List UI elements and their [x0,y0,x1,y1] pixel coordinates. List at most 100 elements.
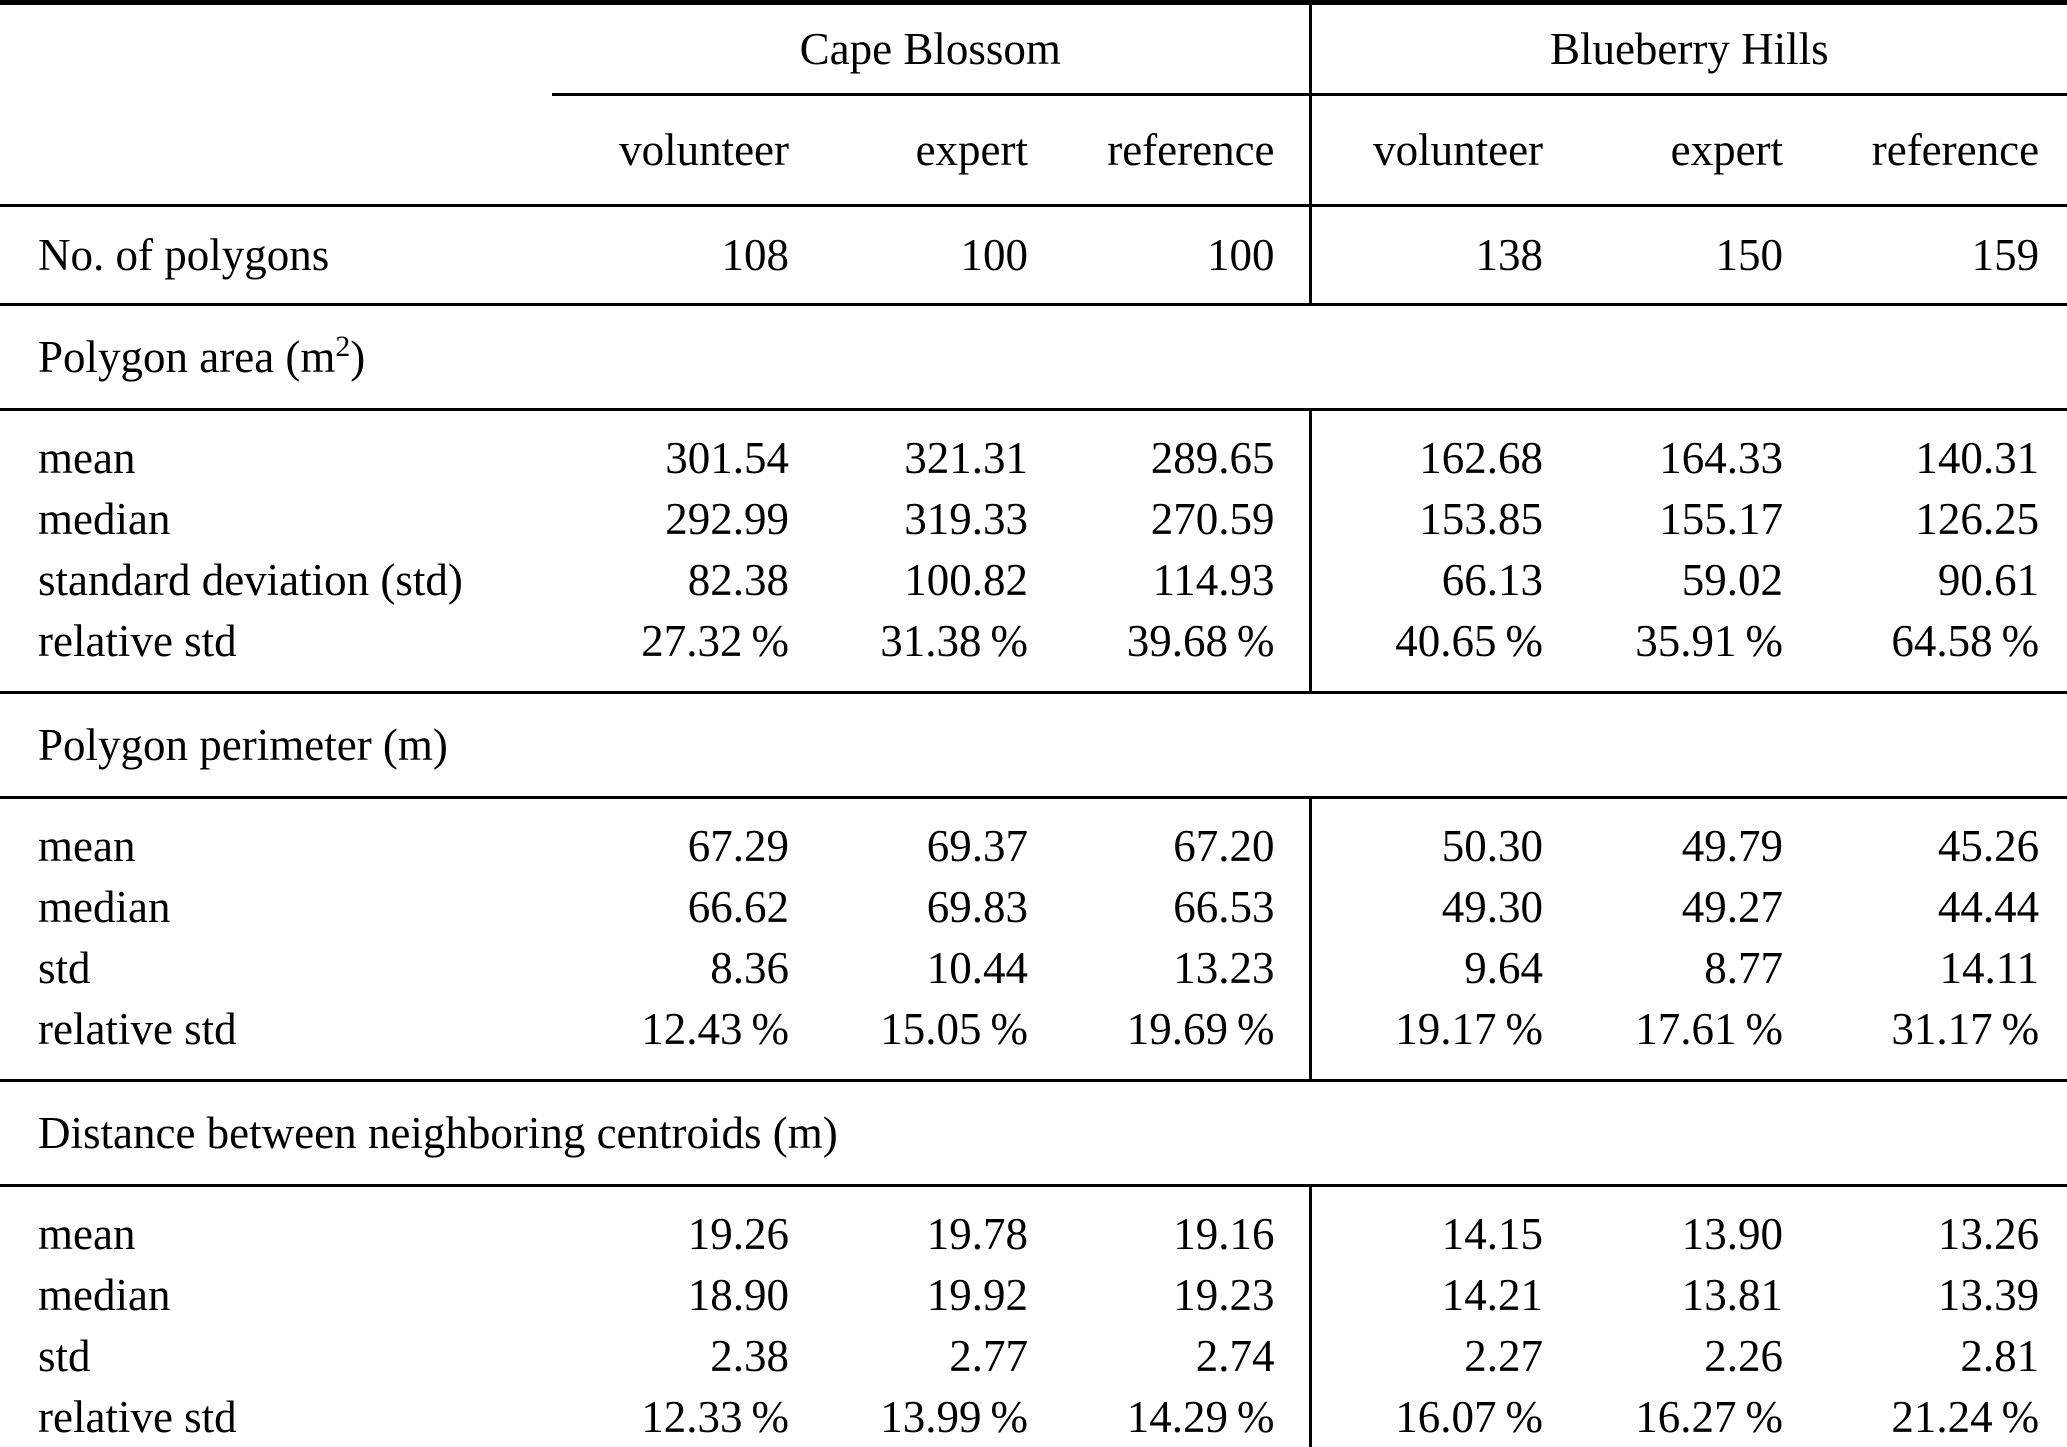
table-cell: 13.90 [1681,1208,1784,1259]
table-cell: 140.31 [1915,432,2040,483]
table-cell: 35.91 % [1555,610,1796,694]
column-header-row: volunteer expert reference volunteer exp… [0,94,2067,207]
superscript: 2 [335,330,351,363]
table-cell: 301.54 [665,432,789,483]
row-label: relative std [0,998,552,1082]
table-cell: 13.23 [1040,937,1312,998]
table-cell: 31.38 % [800,610,1040,694]
col-header-reference: reference [1795,94,2067,207]
table-row: mean 67.29 69.37 67.20 50.30 49.79 45.26 [0,797,2067,876]
table-row: median 292.99 319.33 270.59 153.85 155.1… [0,488,2067,549]
table-row: mean 19.26 19.78 19.16 14.15 13.90 13.26 [0,1185,2067,1264]
table-cell: 40.65 % [1310,610,1556,694]
row-label: std [38,1330,91,1381]
table-cell: 17.61 % [1555,998,1796,1082]
row-label: mean [38,820,136,871]
row-label: median [38,1269,171,1320]
table-cell: 13.39 [1937,1269,2040,1320]
row-label: median [38,493,171,544]
table-cell: 49.30 [1441,881,1544,932]
table-cell: 100 [800,205,1040,306]
group-header-blueberry-hills: Blueberry Hills [1310,2,2067,96]
table-cell: 2.81 [1960,1330,2040,1381]
table-row-count: No. of polygons 108 100 100 138 150 159 [0,205,2067,306]
section-title-text: Distance between neighboring centroids (… [38,1108,838,1158]
table-row: relative std 12.43 % 15.05 % 19.69 % 19.… [0,998,2067,1082]
table-row: median 18.90 19.92 19.23 14.21 13.81 13.… [0,1264,2067,1325]
table-cell: 39.68 % [1040,610,1312,694]
table-cell: 100 [1040,205,1312,306]
table-cell: 18.90 [687,1269,789,1320]
col-header-expert: expert [1555,94,1796,207]
table-cell: 16.07 % [1395,1391,1544,1442]
table-cell: 13.26 [1937,1208,2040,1259]
table-row: standard deviation (std) 82.38 100.82 11… [0,549,2067,610]
row-label: std [38,942,91,993]
table-cell: 19.69 % [1040,998,1312,1082]
table-cell: 319.33 [904,493,1028,544]
table-cell: 66.62 [687,881,789,932]
table-cell: 114.93 [1040,549,1312,610]
col-header-volunteer: volunteer [1310,94,1556,207]
table-cell: 150 [1555,205,1796,306]
row-label: relative std [38,1391,237,1442]
table-cell: 162.68 [1419,432,1544,483]
table-cell: 14.29 % [1040,1386,1312,1447]
section-title-suffix: ) [350,332,366,382]
table-cell: 15.05 % [800,998,1040,1082]
table-cell: 13.81 [1681,1269,1784,1320]
table-row: mean 301.54 321.31 289.65 162.68 164.33 … [0,409,2067,488]
table-cell: 45.26 [1937,820,2040,871]
table-cell: 14.21 [1441,1269,1544,1320]
group-header-row: Cape Blossom Blueberry Hills [0,2,2067,96]
table-cell: 2.74 [1040,1325,1312,1386]
table-cell: 138 [1310,205,1556,306]
section-header-centroid-distance: Distance between neighboring centroids (… [0,1080,2067,1187]
table-cell: 49.79 [1681,820,1784,871]
table-cell: 64.58 % [1795,610,2067,694]
col-header-reference: reference [1040,94,1312,207]
row-label: mean [38,432,136,483]
table-cell: 100.82 [904,554,1028,605]
table-cell: 12.43 % [552,998,800,1082]
table-cell: 10.44 [926,942,1028,993]
table-cell: 8.77 [1704,942,1784,993]
row-label: No. of polygons [0,205,552,306]
table-cell: 31.17 % [1795,998,2067,1082]
table-cell: 108 [552,205,800,306]
corner-cell [0,3,552,95]
row-label: mean [38,1208,136,1259]
table-cell: 8.36 [710,942,789,993]
table-row: std 2.38 2.77 2.74 2.27 2.26 2.81 [0,1325,2067,1386]
row-label: median [38,881,171,932]
table-cell: 9.64 [1464,942,1544,993]
section-header-row: Distance between neighboring centroids (… [0,1080,2067,1187]
table-cell: 19.16 [1040,1185,1312,1264]
section-header-polygon-area: Polygon area (m2) [0,304,2067,411]
table-cell: 21.24 % [1891,1391,2040,1442]
table-row: median 66.62 69.83 66.53 49.30 49.27 44.… [0,876,2067,937]
table-cell: 67.20 [1040,797,1312,876]
table-cell: 19.17 % [1310,998,1556,1082]
table-row: relative std 12.33 % 13.99 % 14.29 % 16.… [0,1386,2067,1447]
table-cell: 159 [1795,205,2067,306]
section-title-text: Polygon perimeter (m) [38,720,448,770]
table-cell: 59.02 [1681,554,1784,605]
table-cell: 2.38 [710,1330,789,1381]
section-header-row: Polygon area (m2) [0,304,2067,411]
table-cell: 12.33 % [641,1391,789,1442]
section-header-row: Polygon perimeter (m) [0,692,2067,799]
section-title-text: Polygon area (m [38,332,336,382]
table-cell: 14.11 [1939,942,2040,993]
table-cell: 321.31 [904,432,1028,483]
table-cell: 19.23 [1040,1264,1312,1325]
table-cell: 153.85 [1419,493,1544,544]
table-cell: 66.53 [1040,876,1312,937]
table-cell: 82.38 [687,554,789,605]
table-cell: 270.59 [1040,488,1312,549]
table-cell: 27.32 % [552,610,800,694]
col-header-volunteer: volunteer [552,94,800,207]
table-cell: 2.77 [949,1330,1028,1381]
